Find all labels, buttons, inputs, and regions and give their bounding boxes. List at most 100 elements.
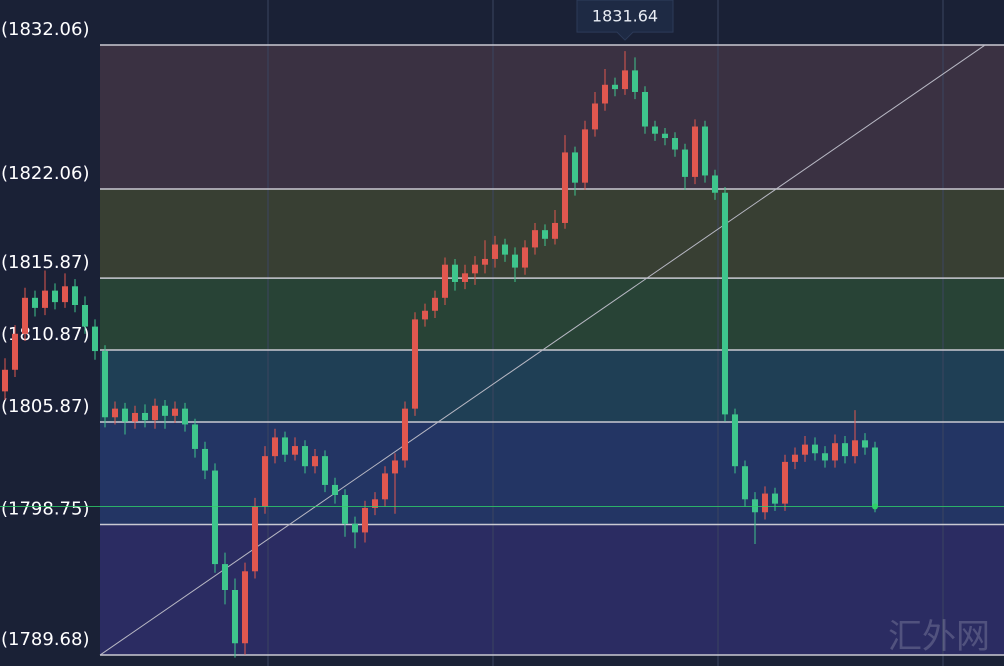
candle-body (622, 70, 628, 90)
watermark: 汇外网 (888, 617, 990, 657)
candle-body (552, 222, 558, 239)
candle-body (452, 264, 458, 282)
candle-body (662, 133, 668, 139)
candle-body (782, 461, 788, 504)
candle-body (142, 412, 148, 421)
candle-body (762, 493, 768, 513)
candle-body (802, 444, 808, 455)
candle-body (62, 286, 68, 303)
candle-body (72, 286, 78, 306)
candle-body (692, 126, 698, 177)
fib-level-label: (1789.68) (1, 629, 89, 650)
candle-body (232, 590, 238, 644)
fib-band (100, 45, 1004, 189)
candle-body (522, 247, 528, 268)
candle-body (112, 408, 118, 418)
candle-body (52, 290, 58, 303)
candle-body (732, 414, 738, 467)
candle-body (712, 175, 718, 193)
candle-body (442, 264, 448, 298)
candle-body (12, 333, 18, 370)
candle-body (162, 405, 168, 416)
candle-body (642, 91, 648, 127)
candle-body (842, 443, 848, 457)
fib-level-label: (1832.06) (1, 19, 89, 40)
candle-body (592, 103, 598, 130)
candle-body (422, 310, 428, 320)
candle-body (462, 273, 468, 282)
candle-body (152, 405, 158, 421)
candle-body (542, 230, 548, 239)
last-price-dot (872, 503, 878, 510)
candle-body (432, 297, 438, 311)
candle-body (682, 149, 688, 177)
candle-body (612, 84, 618, 90)
fib-band (100, 524, 1004, 656)
candle-body (372, 499, 378, 508)
candle-body (822, 453, 828, 461)
fib-band (100, 350, 1004, 423)
fib-trend-line (99, 44, 986, 656)
candle-body (132, 412, 138, 422)
candle-body (572, 152, 578, 183)
candle-body (82, 305, 88, 327)
candle-body (492, 244, 498, 259)
tooltip-text: 1831.64 (592, 7, 658, 26)
candle-body (272, 437, 278, 457)
candle-body (352, 523, 358, 533)
candle-body (752, 499, 758, 513)
fib-level-label: (1798.75) (1, 499, 89, 520)
candle-body (562, 152, 568, 223)
fib-level-label: (1805.87) (1, 396, 89, 417)
candle-body (512, 254, 518, 268)
candle-body (482, 258, 488, 265)
candle-body (392, 460, 398, 474)
candle-body (262, 456, 268, 507)
candle-body (122, 408, 128, 422)
candle-body (832, 443, 838, 461)
candle-body (292, 446, 298, 455)
candle-body (812, 444, 818, 454)
candle-body (602, 84, 608, 104)
candle-body (862, 440, 868, 448)
candle-body (322, 456, 328, 485)
candle-body (22, 297, 28, 334)
candle-body (582, 129, 588, 183)
fib-level-label: (1822.06) (1, 163, 89, 184)
candle-body (252, 506, 258, 572)
candle-body (92, 326, 98, 352)
candle-body (2, 369, 8, 392)
candle-body (172, 408, 178, 416)
candle-body (312, 456, 318, 467)
candle-body (502, 244, 508, 255)
candle-body (872, 447, 878, 507)
candle-body (332, 484, 338, 496)
candle-body (772, 493, 778, 504)
candle-body (632, 70, 638, 92)
candle-body (302, 446, 308, 467)
tooltip-box (576, 0, 674, 41)
candle-body (652, 126, 658, 134)
candle-body (402, 408, 408, 461)
candle-body (702, 126, 708, 176)
candle-body (202, 448, 208, 471)
candle-body (102, 351, 108, 418)
candle-body (792, 454, 798, 462)
candle-body (242, 571, 248, 644)
candle-body (212, 470, 218, 565)
fib-level-label: (1815.87) (1, 252, 89, 273)
fib-band (100, 422, 1004, 525)
candle-body (472, 264, 478, 274)
candle-body (192, 424, 198, 449)
fib-band (100, 278, 1004, 351)
candle-body (362, 507, 368, 533)
candle-body (222, 564, 228, 591)
candle-body (672, 138, 678, 150)
candle-body (32, 297, 38, 308)
candle-body (342, 495, 348, 524)
candle-body (282, 437, 288, 455)
candle-body (382, 473, 388, 500)
candle-body (852, 440, 858, 457)
candle-body (182, 408, 188, 425)
